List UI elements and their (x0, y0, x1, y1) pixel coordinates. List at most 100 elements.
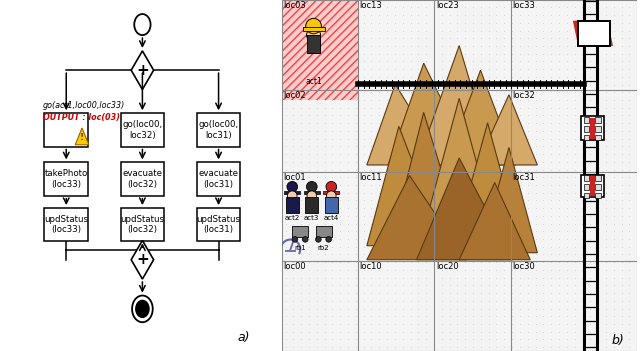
Bar (323, 192, 339, 194)
Polygon shape (573, 21, 584, 46)
Polygon shape (417, 158, 513, 260)
Bar (584, 175, 589, 181)
Bar (595, 184, 601, 190)
Text: loc10: loc10 (360, 262, 382, 271)
Circle shape (307, 191, 317, 200)
Bar (120, 162, 164, 196)
Bar (303, 27, 324, 31)
Circle shape (307, 181, 317, 192)
Circle shape (316, 237, 321, 242)
Bar (286, 197, 299, 213)
Bar (584, 117, 589, 123)
Polygon shape (417, 46, 495, 165)
Text: +: + (136, 63, 148, 78)
Circle shape (326, 237, 332, 242)
Bar (511, 172, 637, 261)
Text: loc01: loc01 (284, 173, 306, 182)
Bar (435, 0, 511, 90)
Circle shape (326, 191, 336, 200)
Bar (120, 208, 164, 241)
Polygon shape (587, 21, 599, 46)
Bar (197, 162, 241, 196)
Bar (316, 226, 332, 237)
Bar (590, 118, 595, 139)
Text: act3: act3 (304, 215, 319, 221)
Bar (595, 135, 601, 140)
Bar (305, 197, 318, 213)
Polygon shape (452, 123, 523, 253)
Text: loc02: loc02 (284, 91, 306, 100)
Bar (511, 0, 637, 90)
Polygon shape (580, 21, 592, 46)
Bar (511, 90, 637, 172)
Bar (595, 126, 601, 132)
Bar (358, 172, 435, 261)
Bar (595, 193, 601, 198)
Bar (282, 261, 358, 351)
Text: go(loc00,
loc32): go(loc00, loc32) (122, 120, 163, 140)
Bar (581, 116, 604, 140)
Polygon shape (76, 128, 89, 145)
Text: rb1: rb1 (294, 245, 306, 251)
Bar (282, 90, 358, 172)
Polygon shape (602, 21, 613, 46)
Text: updStatus
(loc33): updStatus (loc33) (44, 215, 88, 234)
Text: updStatus
(loc31): updStatus (loc31) (196, 215, 241, 234)
Bar (581, 175, 604, 197)
Circle shape (306, 18, 321, 34)
Text: loc03: loc03 (284, 1, 306, 10)
Bar (197, 113, 241, 147)
Text: act1: act1 (305, 77, 322, 86)
Text: evacuate
(loc31): evacuate (loc31) (198, 169, 239, 189)
Text: act4: act4 (324, 215, 339, 221)
Bar (284, 192, 300, 194)
Bar (45, 208, 88, 241)
Text: go(act1,loc00,loc33): go(act1,loc00,loc33) (43, 101, 125, 110)
Circle shape (134, 14, 150, 35)
Text: !: ! (80, 133, 84, 142)
Bar (590, 176, 595, 196)
Text: loc23: loc23 (436, 1, 459, 10)
Bar (304, 192, 320, 194)
Polygon shape (388, 112, 467, 253)
Circle shape (307, 28, 321, 42)
Bar (584, 193, 589, 198)
Bar (282, 90, 358, 100)
Text: loc31: loc31 (513, 173, 535, 182)
Polygon shape (367, 84, 445, 165)
Polygon shape (131, 240, 154, 279)
Text: rb2: rb2 (317, 245, 330, 251)
Text: updStatus
(loc32): updStatus (loc32) (120, 215, 164, 234)
Circle shape (326, 181, 337, 192)
Circle shape (136, 300, 149, 317)
Bar (325, 197, 338, 213)
Text: loc00: loc00 (284, 262, 306, 271)
Bar (197, 208, 241, 241)
Polygon shape (417, 98, 502, 256)
Text: loc11: loc11 (360, 173, 382, 182)
Text: loc33: loc33 (513, 1, 535, 10)
Bar (435, 261, 511, 351)
Polygon shape (131, 51, 154, 90)
Text: a): a) (237, 331, 250, 344)
Circle shape (287, 191, 297, 200)
Text: takePhoto
(loc33): takePhoto (loc33) (45, 169, 88, 189)
Polygon shape (367, 126, 445, 246)
Text: +: + (136, 252, 148, 267)
Bar (292, 226, 308, 237)
Bar (435, 90, 511, 172)
Polygon shape (388, 63, 474, 165)
Bar (45, 113, 88, 147)
Polygon shape (460, 183, 530, 260)
Bar (584, 135, 589, 140)
Bar (282, 0, 358, 90)
Text: b): b) (612, 335, 625, 347)
Bar (358, 90, 435, 172)
Polygon shape (477, 95, 538, 165)
Text: evacuate
(loc32): evacuate (loc32) (122, 169, 163, 189)
Bar (282, 0, 358, 90)
Bar (120, 113, 164, 147)
Bar (307, 35, 320, 53)
Text: loc32: loc32 (513, 91, 535, 100)
Circle shape (302, 237, 308, 242)
